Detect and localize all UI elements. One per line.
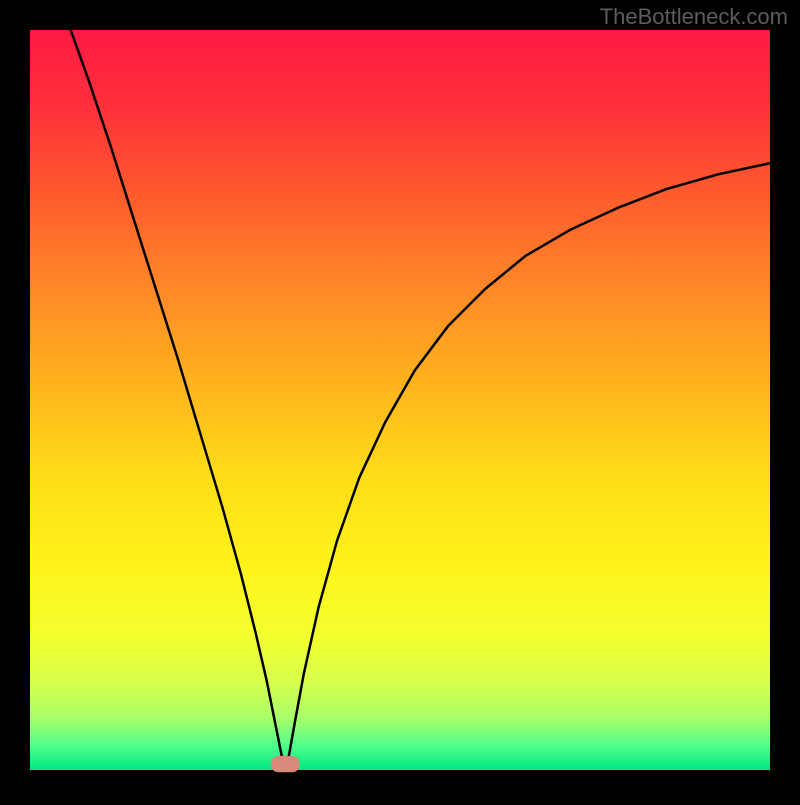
optimal-point-marker [271,756,301,772]
chart-container: TheBottleneck.com [0,0,800,800]
watermark-text: TheBottleneck.com [600,4,788,30]
plot-gradient-background [30,30,770,770]
bottleneck-curve-chart [0,0,800,800]
